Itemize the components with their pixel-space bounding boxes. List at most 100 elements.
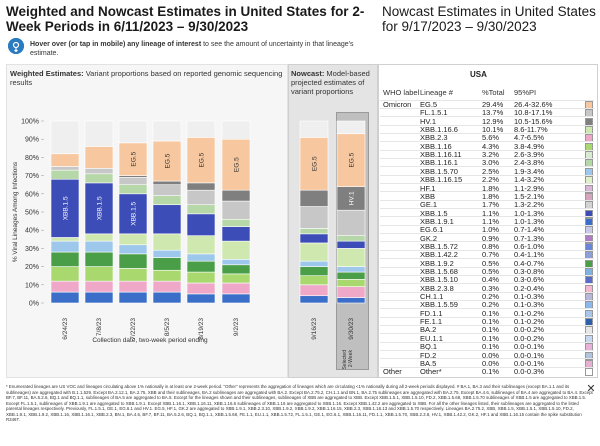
bar-stack[interactable] [186,120,216,304]
bar-segment[interactable] [221,200,251,220]
table-row[interactable] [380,166,594,168]
bar-stack[interactable] [299,120,329,304]
table-row[interactable] [380,183,594,184]
bar-segment[interactable] [118,280,148,293]
table-row[interactable] [380,224,594,226]
bar-stack[interactable] [152,120,182,304]
table-row[interactable] [380,266,594,268]
bar-segment[interactable] [84,240,114,253]
table-row[interactable] [380,116,594,118]
table-row[interactable] [380,132,594,134]
bar-segment[interactable] [118,268,148,282]
bar-segment[interactable] [221,138,251,191]
bar-segment[interactable] [336,279,366,287]
bar-segment[interactable] [84,291,114,304]
table-row[interactable] [380,174,594,176]
bar-segment[interactable] [336,240,366,249]
bar-segment[interactable] [152,291,182,304]
bar-segment[interactable] [336,120,366,135]
bar-segment[interactable] [50,240,80,253]
table-row[interactable] [380,341,594,343]
bar-stack[interactable] [84,120,114,304]
bar-segment[interactable] [299,228,329,235]
bar-segment[interactable] [186,189,216,206]
bar-segment[interactable] [84,280,114,293]
bar-stack[interactable] [50,120,80,304]
table-row[interactable] [380,216,594,218]
bar-segment[interactable] [186,182,216,191]
bar-segment[interactable] [118,244,148,255]
bar-segment[interactable] [152,233,182,251]
bar-segment[interactable] [186,260,216,273]
bar-segment[interactable] [118,233,148,246]
bar-segment[interactable] [118,291,148,304]
table-row[interactable] [380,366,594,368]
bar-segment[interactable] [186,235,216,255]
table-row[interactable] [380,358,594,360]
table-row[interactable] [380,141,594,143]
bar-stack[interactable] [221,120,251,304]
bar-segment[interactable] [50,166,80,171]
bar-segment[interactable] [152,204,182,235]
bar-segment[interactable] [84,251,114,267]
bar-segment[interactable] [299,295,329,304]
bar-segment[interactable] [118,253,148,269]
bar-segment[interactable] [50,251,80,267]
bar-segment[interactable] [221,240,251,260]
bar-segment[interactable] [84,182,114,235]
table-row[interactable] [380,124,594,126]
bar-segment[interactable] [118,120,148,144]
bar-segment[interactable] [152,120,182,142]
bar-segment[interactable] [221,282,251,295]
bar-segment[interactable] [336,286,366,298]
bar-segment[interactable] [152,257,182,271]
bar-segment[interactable] [186,137,216,184]
bar-segment[interactable] [84,120,114,147]
bar-stack[interactable] [118,120,148,304]
bar-segment[interactable] [299,266,329,277]
bar-segment[interactable] [118,177,148,185]
table-row[interactable] [380,233,594,235]
bar-segment[interactable] [221,273,251,284]
bar-segment[interactable] [336,209,366,236]
bar-segment[interactable] [84,266,114,282]
bar-segment[interactable] [50,291,80,304]
table-row[interactable] [380,157,594,159]
bar-segment[interactable] [186,271,216,284]
bar-segment[interactable] [118,142,148,176]
bar-segment[interactable] [299,233,329,244]
table-row[interactable] [380,258,594,260]
table-row[interactable] [380,191,594,193]
bar-segment[interactable] [50,120,80,155]
table-row[interactable] [380,199,594,201]
bar-segment[interactable] [336,248,366,267]
table-row[interactable] [380,241,594,243]
bar-segment[interactable] [186,253,216,262]
bar-segment[interactable] [84,173,114,184]
variant-proportion-chart[interactable]: 0% 10% 20% 30% 40% 50% 60% 70% 80% 90% 100% % Viral… [0,0,380,380]
table-row[interactable] [380,308,594,310]
bar-segment[interactable] [336,235,366,242]
bar-segment[interactable] [221,264,251,275]
bar-segment[interactable] [336,133,366,187]
bar-segment[interactable] [299,206,329,229]
bar-segment[interactable] [299,284,329,297]
bar-segment[interactable] [152,184,182,196]
bar-stack[interactable] [336,120,366,304]
bar-segment[interactable] [299,137,329,191]
bar-segment[interactable] [221,259,251,266]
table-row[interactable] [380,350,594,351]
bar-segment[interactable] [221,293,251,304]
bar-segment[interactable] [336,297,366,304]
table-row[interactable] [380,333,594,335]
bar-segment[interactable] [186,213,216,236]
table-row[interactable] [380,324,594,326]
bar-segment[interactable] [50,237,80,242]
bar-segment[interactable] [336,271,366,280]
bar-segment[interactable] [299,242,329,262]
bar-segment[interactable] [152,140,182,182]
bar-segment[interactable] [336,266,366,273]
bar-segment[interactable] [152,269,182,282]
table-row[interactable] [380,107,594,109]
bar-segment[interactable] [299,275,329,286]
